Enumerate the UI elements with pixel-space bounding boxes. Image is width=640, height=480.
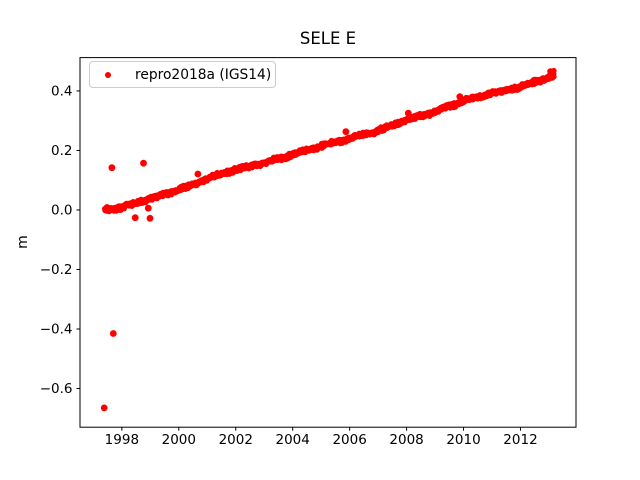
outlier-point [404,109,412,117]
legend: repro2018a (IGS14) [89,61,276,88]
x-tick-label: 2000 [162,432,196,448]
x-tick-label: 2012 [503,432,537,448]
chart-title: SELE E [299,29,357,48]
outlier-point [109,330,117,337]
outlier-point [108,164,116,172]
outlier-point [131,214,139,222]
x-tick-label: 2006 [332,432,366,448]
x-tick-label: 1998 [105,432,139,448]
axis-ticks-group: 1998 2000 2002 2004 2006 2008 2010 2012 0.4 0.2 0.… [40,83,538,448]
outlier-point [100,404,108,412]
outlier-point [456,93,464,100]
outlier-point [140,159,147,167]
y-tick-label: 0.4 [51,83,72,99]
y-tick-label: 0.0 [51,202,72,218]
data-point [548,71,554,78]
y-tick-label: −0.4 [40,321,73,337]
outlier-point [194,170,202,178]
x-tick-label: 2008 [389,432,423,448]
x-tick-label: 2004 [276,432,310,448]
x-tick-label: 2002 [219,432,253,448]
axes-frame [79,57,577,428]
data-point [104,204,111,210]
scatter-series [100,67,557,412]
outlier-point [146,214,154,222]
legend-marker-dot [105,71,111,78]
y-tick-label: 0.2 [51,143,72,159]
x-tick-label: 2010 [446,432,480,448]
y-tick-label: −0.2 [40,262,73,278]
legend-label: repro2018a (IGS14) [135,66,272,83]
outlier-point [342,128,350,136]
outlier-point [144,204,152,212]
y-tick-label: −0.6 [40,381,73,397]
axes-frame-group [79,57,577,428]
